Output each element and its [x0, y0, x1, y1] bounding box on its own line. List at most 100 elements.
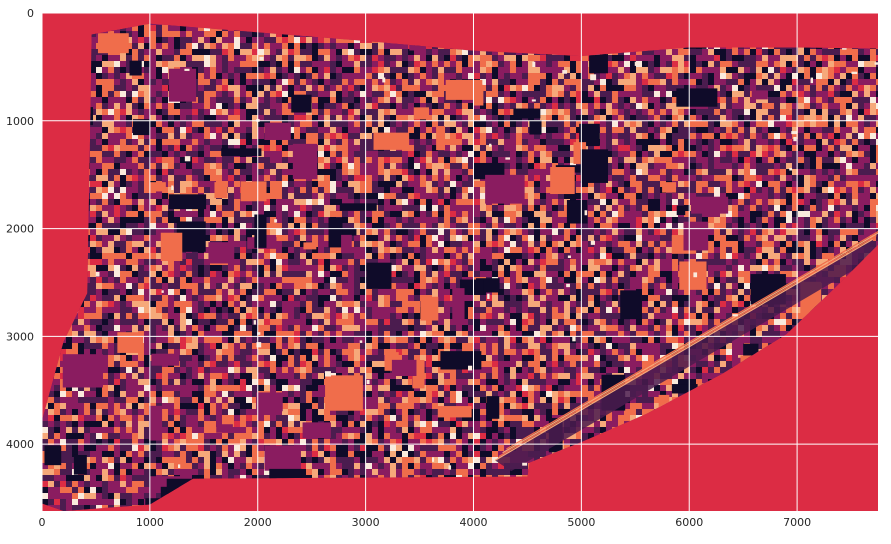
heatmap-cell — [720, 193, 727, 200]
heatmap-cell — [270, 67, 277, 74]
heatmap-cell — [372, 163, 379, 170]
heatmap-cell — [546, 139, 553, 146]
heatmap-cell — [240, 103, 247, 110]
heatmap-cell — [690, 73, 697, 80]
heatmap-cell — [90, 91, 97, 98]
heatmap-cell — [666, 151, 673, 158]
heatmap-cell — [288, 67, 295, 74]
heatmap-cell — [822, 109, 829, 116]
heatmap-cell — [648, 127, 655, 134]
heatmap-cell — [858, 181, 865, 188]
heatmap-cell — [324, 79, 331, 86]
heatmap-cell — [726, 73, 733, 80]
heatmap-cell — [108, 109, 115, 116]
heatmap-cell — [420, 199, 427, 206]
heatmap-cell — [756, 187, 763, 194]
heatmap-cell — [564, 85, 571, 92]
heatmap-cell — [408, 127, 415, 134]
heatmap-cell — [732, 217, 739, 224]
heatmap-cell — [234, 103, 241, 110]
heatmap-cell — [528, 181, 535, 188]
heatmap-cell — [678, 49, 685, 56]
heatmap-cell — [762, 121, 769, 128]
heatmap-cell — [150, 91, 157, 98]
heatmap-cell — [402, 43, 409, 50]
heatmap-cell — [684, 217, 691, 224]
heatmap-cell — [108, 193, 115, 200]
heatmap-cell — [126, 157, 133, 164]
heatmap-cell — [810, 79, 817, 86]
heatmap-cell — [456, 73, 463, 80]
heatmap-cell — [816, 49, 823, 56]
heatmap-cell — [726, 187, 733, 194]
heatmap-cell — [864, 139, 871, 146]
heatmap-cell — [720, 187, 727, 194]
heatmap-cell — [480, 217, 487, 224]
heatmap-cell — [432, 199, 439, 206]
heatmap-cell — [168, 223, 175, 230]
heatmap-cell — [120, 205, 127, 212]
heatmap-cell — [240, 85, 247, 92]
heatmap-cell — [306, 205, 313, 212]
heatmap-cell — [780, 151, 787, 158]
heatmap-cell — [576, 61, 583, 68]
heatmap-cell — [162, 37, 169, 44]
heatmap-cell — [474, 103, 481, 110]
heatmap-cell — [834, 211, 841, 218]
heatmap-cell — [390, 127, 397, 134]
heatmap-cell — [108, 175, 115, 182]
heatmap-cell — [408, 85, 415, 92]
heatmap-cell — [438, 151, 445, 158]
heatmap-cell — [654, 157, 661, 164]
heatmap-cell — [828, 151, 835, 158]
heatmap-cell — [132, 181, 139, 188]
heatmap-cell — [378, 175, 385, 182]
heatmap-cell — [240, 55, 247, 62]
heatmap-cell — [294, 43, 301, 50]
heatmap-cell — [204, 115, 211, 122]
heatmap-cell — [564, 151, 571, 158]
heatmap-cell — [174, 217, 181, 224]
heatmap-cell — [216, 163, 223, 170]
heatmap-cell — [210, 163, 217, 170]
heatmap-cell — [690, 175, 697, 182]
heatmap-cell — [552, 223, 559, 230]
heatmap-cell — [318, 85, 325, 92]
heatmap-cell — [870, 49, 877, 56]
heatmap-cell — [366, 49, 373, 56]
heatmap-cell — [342, 169, 349, 176]
heatmap-cell — [336, 163, 343, 170]
heatmap-cell — [120, 91, 127, 98]
heatmap-cell — [798, 73, 805, 80]
heatmap-cell — [402, 205, 409, 212]
heatmap-cell — [762, 79, 769, 86]
heatmap-cell — [456, 145, 463, 152]
heatmap-cell — [282, 211, 289, 218]
heatmap-cell — [372, 121, 379, 128]
heatmap-cell — [408, 187, 415, 194]
heatmap-cell — [150, 23, 157, 26]
heatmap-cell — [366, 91, 373, 98]
heatmap-cell — [654, 115, 661, 122]
heatmap-cell — [744, 97, 751, 104]
heatmap-cell — [828, 67, 835, 74]
heatmap-cell — [402, 67, 409, 74]
heatmap-cell — [120, 79, 127, 86]
heatmap-cell — [384, 223, 391, 230]
heatmap-cell — [714, 127, 721, 134]
heatmap-cell — [348, 133, 355, 140]
heatmap-cell — [270, 151, 277, 158]
heatmap-cell — [162, 139, 169, 146]
heatmap-cell — [666, 103, 673, 110]
heatmap-cell — [858, 157, 865, 164]
heatmap-cell — [474, 55, 481, 62]
heatmap-cell — [318, 175, 325, 182]
heatmap-cell — [126, 163, 133, 170]
heatmap-cell — [498, 223, 505, 230]
heatmap-cell — [642, 49, 649, 56]
heatmap-cell — [552, 97, 559, 104]
heatmap-cell — [732, 133, 739, 140]
heatmap-cell — [534, 79, 541, 86]
heatmap-cell — [438, 175, 445, 182]
heatmap-cell — [216, 73, 223, 80]
